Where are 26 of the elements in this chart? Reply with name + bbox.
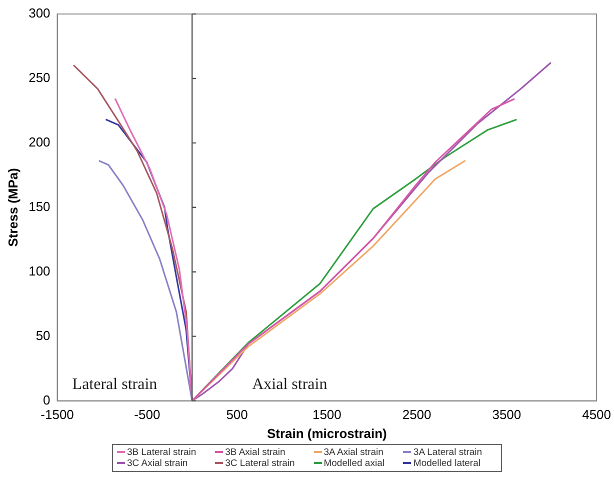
y-tick-label: 250	[28, 70, 50, 86]
x-tick-label: 2500	[402, 407, 432, 422]
y-tick-label: 150	[28, 198, 50, 214]
legend-label: 3C Axial strain	[127, 458, 188, 469]
y-axis-title: Stress (MPa)	[5, 168, 20, 247]
legend-label: Modelled lateral	[413, 458, 480, 469]
legend-label: 3B Axial strain	[225, 447, 286, 458]
x-tick-label: -1500	[40, 407, 74, 422]
legend-label: 3A Lateral strain	[413, 447, 482, 458]
x-tick-label: 3500	[492, 407, 522, 422]
x-axis-title: Strain (microstrain)	[266, 426, 387, 441]
y-tick-label: 100	[28, 263, 50, 278]
x-tick-label: 4500	[582, 407, 611, 422]
annotation: Axial strain	[252, 376, 328, 393]
x-tick-label: 500	[226, 407, 248, 422]
y-tick-label: 300	[28, 6, 50, 21]
legend-label: Modelled axial	[324, 458, 384, 469]
annotation: Lateral strain	[72, 376, 158, 393]
legend-label: 3A Axial strain	[324, 447, 384, 458]
x-tick-label: 1500	[312, 407, 342, 422]
legend-label: 3B Lateral strain	[127, 447, 196, 458]
legend-label: 3C Lateral strain	[225, 458, 295, 469]
x-tick-label: -500	[134, 407, 160, 422]
y-tick-label: 50	[36, 328, 50, 343]
y-tick-label: 0	[43, 392, 50, 408]
y-tick-label: 200	[28, 134, 50, 150]
